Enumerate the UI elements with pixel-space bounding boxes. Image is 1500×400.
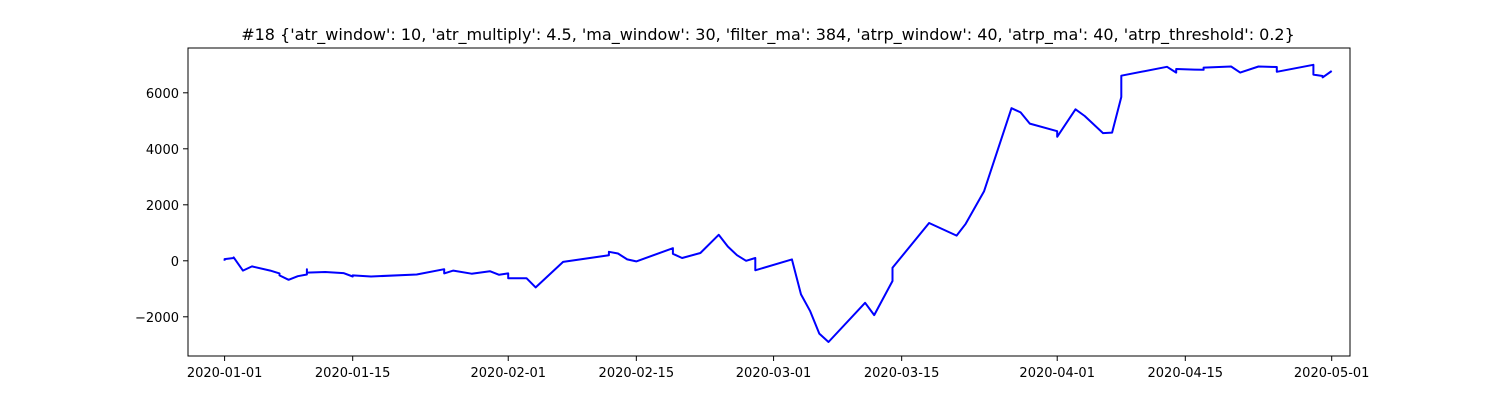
x-tick-label: 2020-03-15 bbox=[864, 366, 940, 381]
series-line-1 bbox=[223, 63, 1333, 343]
x-axis: 2020-01-01 2020-01-15 2020-02-01 2020-02-15… bbox=[187, 356, 1370, 381]
x-tick-label: 2020-02-01 bbox=[470, 366, 546, 381]
x-tick-label: 2020-04-15 bbox=[1148, 366, 1224, 381]
x-tick-label: 2020-02-15 bbox=[599, 366, 675, 381]
y-tick-label: 4000 bbox=[146, 143, 179, 158]
x-tick-label: 2020-05-01 bbox=[1294, 366, 1370, 381]
chart-title: #18 {'atr_window': 10, 'atr_multiply': 4… bbox=[241, 25, 1295, 45]
x-tick-label: 2020-04-01 bbox=[1019, 366, 1095, 381]
x-tick-label: 2020-03-01 bbox=[736, 366, 812, 381]
y-tick-label: 0 bbox=[171, 255, 179, 270]
y-tick-label: 6000 bbox=[146, 87, 179, 102]
y-tick-label: −2000 bbox=[135, 311, 179, 326]
y-tick-label: 2000 bbox=[146, 199, 179, 214]
plot-frame bbox=[187, 47, 1351, 357]
x-tick-label: 2020-01-01 bbox=[187, 366, 263, 381]
series-layer bbox=[223, 63, 1333, 343]
y-axis: −2000 0 2000 4000 6000 bbox=[135, 87, 188, 326]
x-tick-label: 2020-01-15 bbox=[315, 366, 391, 381]
